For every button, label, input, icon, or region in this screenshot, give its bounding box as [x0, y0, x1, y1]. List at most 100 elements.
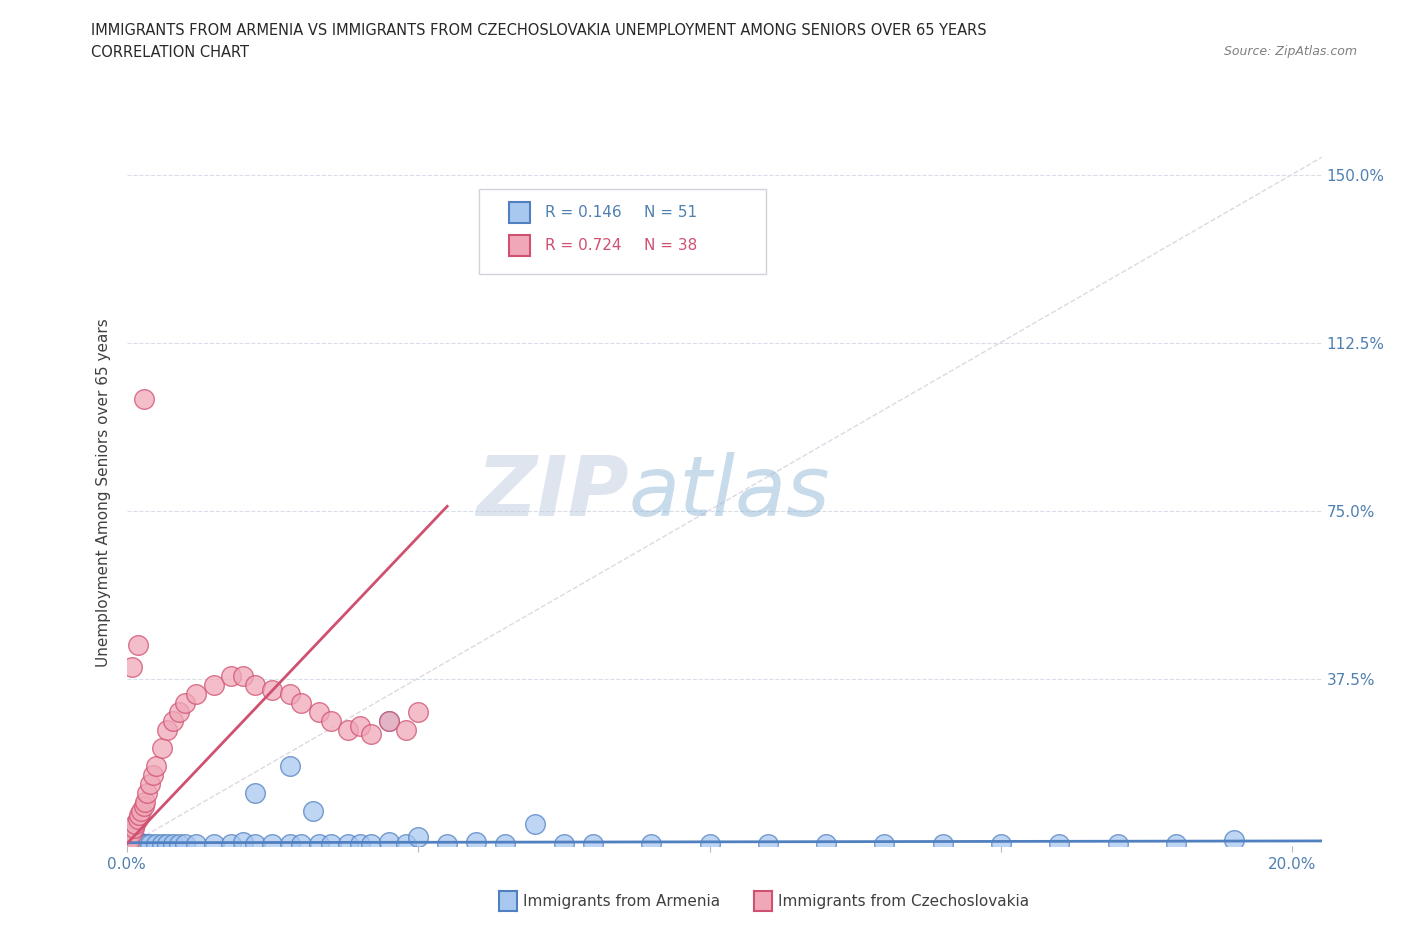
Point: [349, 837, 371, 852]
Point: [278, 686, 301, 701]
Point: [118, 834, 141, 849]
Point: [150, 740, 173, 755]
Point: [337, 837, 360, 852]
Y-axis label: Unemployment Among Seniors over 65 years: Unemployment Among Seniors over 65 years: [96, 319, 111, 668]
Point: [290, 696, 312, 711]
Point: [136, 837, 159, 852]
Text: IMMIGRANTS FROM ARMENIA VS IMMIGRANTS FROM CZECHOSLOVAKIA UNEMPLOYMENT AMONG SEN: IMMIGRANTS FROM ARMENIA VS IMMIGRANTS FR…: [91, 23, 987, 38]
Point: [465, 834, 488, 849]
Point: [406, 830, 429, 844]
Point: [122, 821, 145, 836]
Point: [378, 713, 401, 728]
Point: [121, 826, 143, 841]
Point: [121, 660, 143, 675]
Point: [262, 837, 284, 852]
Point: [186, 837, 208, 852]
Point: [132, 837, 155, 852]
Point: [1047, 837, 1070, 852]
Point: [124, 817, 146, 831]
Point: [1164, 837, 1187, 852]
Point: [337, 723, 360, 737]
Point: [378, 713, 401, 728]
Point: [173, 696, 195, 711]
Point: [319, 713, 342, 728]
Text: R = 0.146: R = 0.146: [546, 205, 621, 219]
Point: [129, 835, 152, 850]
Point: [931, 837, 953, 852]
Point: [156, 723, 179, 737]
Point: [127, 638, 149, 653]
Text: Immigrants from Czechoslovakia: Immigrants from Czechoslovakia: [778, 894, 1029, 909]
Point: [202, 678, 225, 693]
Point: [360, 837, 382, 852]
Point: [162, 837, 184, 852]
Text: R = 0.724: R = 0.724: [546, 238, 621, 253]
Point: [127, 812, 149, 827]
Point: [262, 683, 284, 698]
Point: [395, 837, 418, 852]
Point: [132, 799, 155, 814]
Point: [243, 785, 266, 800]
Point: [145, 758, 167, 773]
Point: [139, 837, 162, 852]
Point: [167, 837, 190, 852]
Point: [139, 777, 162, 791]
Point: [167, 705, 190, 720]
Point: [128, 807, 150, 822]
Point: [129, 804, 152, 818]
Point: [278, 758, 301, 773]
Point: [221, 669, 243, 684]
Point: [553, 837, 575, 852]
Point: [349, 718, 371, 733]
Point: [156, 837, 179, 852]
Point: [873, 837, 896, 852]
Point: [360, 727, 382, 742]
Point: [232, 834, 254, 849]
Point: [308, 705, 330, 720]
Point: [121, 837, 143, 852]
Point: [302, 804, 325, 818]
Point: [221, 837, 243, 852]
Point: [495, 837, 517, 852]
Point: [815, 837, 838, 852]
Text: Immigrants from Armenia: Immigrants from Armenia: [523, 894, 720, 909]
Point: [202, 837, 225, 852]
Point: [699, 837, 721, 852]
Point: [120, 837, 142, 852]
Point: [145, 837, 167, 852]
Point: [150, 837, 173, 852]
Point: [127, 837, 149, 852]
Text: ZIP: ZIP: [475, 452, 628, 534]
Point: [115, 837, 138, 852]
Point: [132, 392, 155, 406]
Point: [378, 834, 401, 849]
Point: [136, 785, 159, 800]
Point: [232, 669, 254, 684]
Point: [990, 837, 1012, 852]
Point: [162, 713, 184, 728]
Text: N = 38: N = 38: [644, 238, 697, 253]
Point: [134, 794, 156, 809]
Point: [436, 837, 458, 852]
Point: [1107, 837, 1129, 852]
Point: [395, 723, 418, 737]
FancyBboxPatch shape: [509, 202, 530, 223]
FancyBboxPatch shape: [479, 189, 766, 273]
Point: [173, 837, 195, 852]
Point: [142, 767, 165, 782]
Point: [186, 686, 208, 701]
Point: [523, 817, 546, 831]
Text: atlas: atlas: [628, 452, 830, 534]
Point: [756, 837, 779, 852]
Point: [124, 837, 146, 852]
Point: [1223, 832, 1246, 847]
Point: [319, 837, 342, 852]
Point: [290, 837, 312, 852]
Point: [278, 837, 301, 852]
Text: CORRELATION CHART: CORRELATION CHART: [91, 45, 249, 60]
Point: [243, 837, 266, 852]
FancyBboxPatch shape: [509, 235, 530, 256]
Point: [308, 837, 330, 852]
Point: [243, 678, 266, 693]
Text: Source: ZipAtlas.com: Source: ZipAtlas.com: [1223, 45, 1357, 58]
